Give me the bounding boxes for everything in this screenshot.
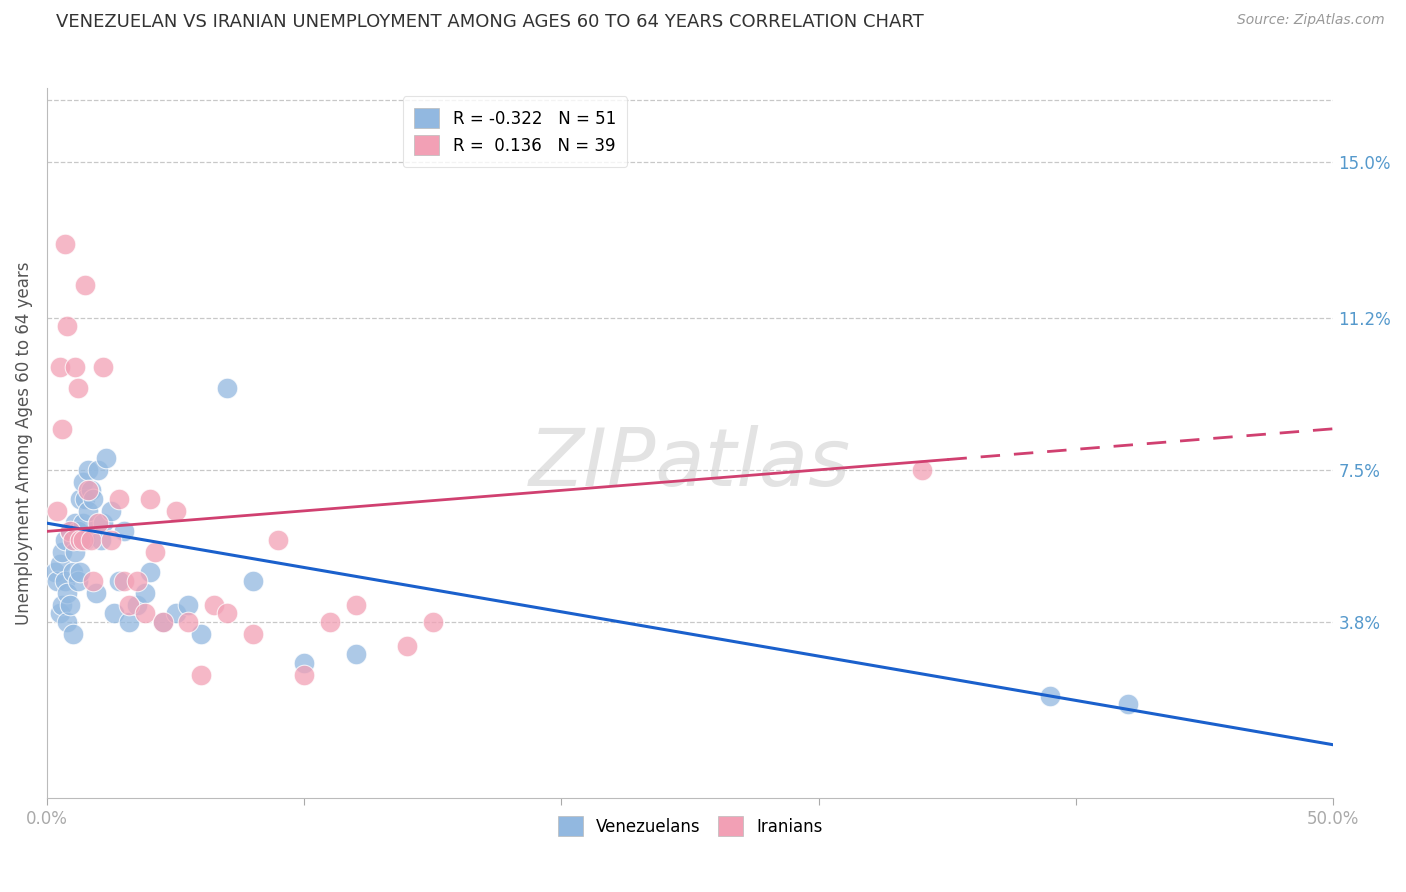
Point (143, 545, 166, 559)
Point (77, 463, 100, 477)
Point (93, 360, 115, 375)
Point (56, 586, 79, 600)
Point (56, 615, 79, 629)
Point (51, 599, 73, 613)
Point (139, 566, 162, 580)
Point (108, 574, 131, 588)
Point (108, 491, 131, 506)
Point (51, 545, 73, 559)
Point (53, 237, 76, 252)
Text: Source: ZipAtlas.com: Source: ZipAtlas.com (1237, 13, 1385, 28)
Point (87, 463, 110, 477)
Point (152, 615, 174, 629)
Point (72, 475, 94, 490)
Point (62, 627, 84, 641)
Point (48, 607, 70, 621)
Point (46, 574, 69, 588)
Point (62, 533, 84, 547)
Point (139, 491, 162, 506)
Point (72, 533, 94, 547)
Point (66, 524, 89, 539)
Point (69, 566, 91, 580)
Point (202, 599, 225, 613)
Point (242, 627, 264, 641)
Point (82, 574, 104, 588)
Point (51, 422, 73, 436)
Point (215, 607, 238, 621)
Point (84, 586, 107, 600)
Point (118, 599, 141, 613)
Point (125, 599, 148, 613)
Point (79, 533, 101, 547)
Point (100, 533, 122, 547)
Point (134, 586, 156, 600)
Point (63, 545, 86, 559)
Point (94, 450, 117, 465)
Point (242, 574, 264, 588)
Point (59, 524, 82, 539)
Point (59, 524, 82, 539)
Point (79, 483, 101, 498)
Point (77, 504, 100, 518)
Point (422, 615, 444, 629)
Point (66, 381, 89, 395)
Point (267, 533, 290, 547)
Point (125, 574, 148, 588)
Point (177, 615, 200, 629)
Point (177, 599, 200, 613)
Point (165, 607, 187, 621)
Legend: Venezuelans, Iranians: Venezuelans, Iranians (551, 809, 830, 843)
Point (292, 668, 315, 682)
Point (93, 516, 115, 531)
Point (396, 640, 419, 654)
Point (59, 599, 82, 613)
Point (75, 278, 97, 293)
Y-axis label: Unemployment Among Ages 60 to 64 years: Unemployment Among Ages 60 to 64 years (15, 261, 32, 625)
Point (69, 491, 91, 506)
Point (82, 491, 104, 506)
Point (56, 319, 79, 334)
Point (44, 566, 66, 580)
Point (90, 533, 112, 547)
Point (69, 533, 91, 547)
Point (62, 566, 84, 580)
Point (292, 656, 315, 670)
Point (1039, 689, 1062, 703)
Text: ZIPatlas: ZIPatlas (529, 425, 851, 503)
Point (215, 381, 238, 395)
Point (911, 463, 934, 477)
Point (53, 574, 76, 588)
Point (75, 533, 97, 547)
Point (134, 607, 156, 621)
Point (319, 615, 342, 629)
Point (103, 607, 125, 621)
Point (165, 504, 187, 518)
Point (344, 599, 367, 613)
Point (100, 504, 122, 518)
Point (63, 360, 86, 375)
Point (48, 558, 70, 572)
Point (190, 668, 212, 682)
Point (344, 648, 367, 662)
Point (190, 627, 212, 641)
Point (46, 504, 69, 518)
Point (112, 574, 135, 588)
Point (87, 516, 110, 531)
Point (1116, 697, 1139, 711)
Point (66, 574, 89, 588)
Point (112, 524, 135, 539)
Point (48, 360, 70, 375)
Text: VENEZUELAN VS IRANIAN UNEMPLOYMENT AMONG AGES 60 TO 64 YEARS CORRELATION CHART: VENEZUELAN VS IRANIAN UNEMPLOYMENT AMONG… (56, 13, 924, 31)
Point (77, 483, 100, 498)
Point (118, 615, 141, 629)
Point (72, 516, 94, 531)
Point (75, 491, 97, 506)
Point (53, 533, 76, 547)
Point (63, 516, 86, 531)
Point (152, 615, 174, 629)
